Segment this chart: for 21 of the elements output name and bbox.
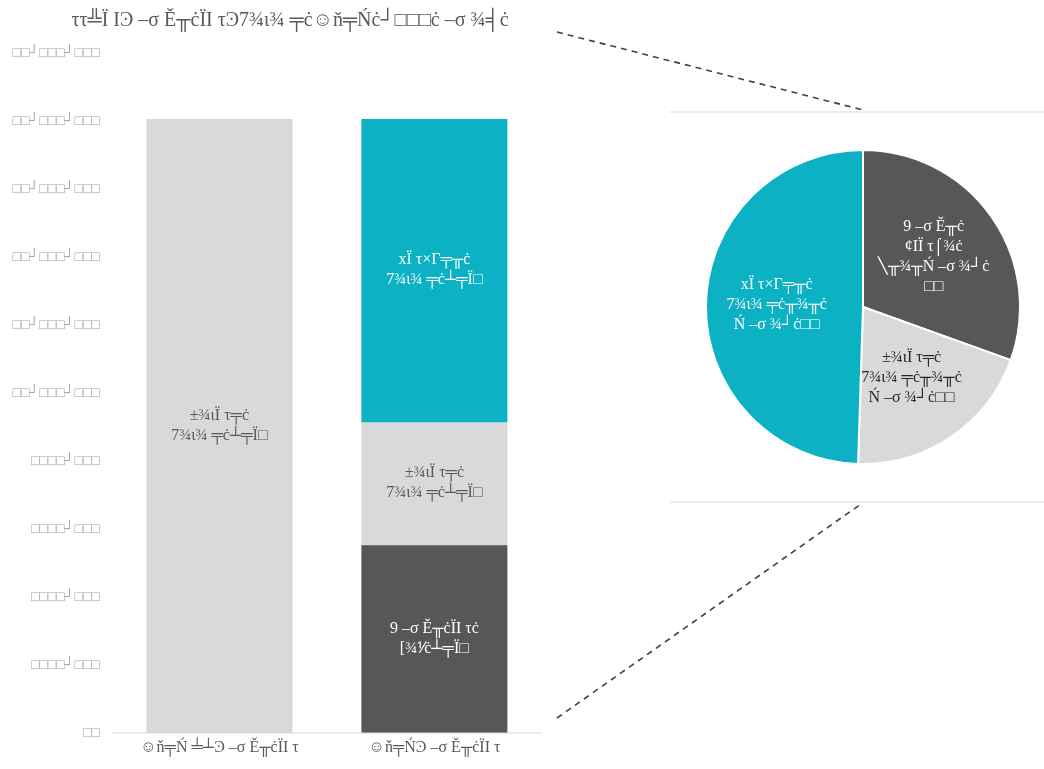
chart-title: ττ╩Ï ΙϿ –σ Ě╥ċÏΙ τϿ7¾ι¾ ╤ċ☺ň╤Ńċ┘□□□ċ –σ ¾╡ċ [70, 8, 510, 31]
text: □□ [83, 724, 100, 742]
text: □□┘□□□┘□□□ [12, 316, 100, 334]
text: □□┘□□□┘□□□ [12, 180, 100, 198]
text: □□□□┘□□□ [30, 588, 100, 606]
text: □□□□┘□□□ [30, 520, 100, 538]
slice-label: ±¾ιÏ τ╤ċ 7¾ι¾ ╤ċ╥¾╥ċ Ń –σ ¾┘ċ□□ [861, 348, 962, 406]
text: □□□□┘□□□ [30, 656, 100, 674]
series-label: 9 –σ Ě╥ċÏΙ τċ [¾⅟ċ┴╤Ϊ□ [389, 617, 479, 658]
text: □□□□┘□□□ [30, 452, 100, 470]
slice-label: xÏ τ×Γ╤╥ċ 7¾ι¾ ╤ċ╥¾╥ċ Ń –σ ¾┘ċ□□ [726, 275, 827, 333]
text: □□┘□□□┘□□□ [12, 44, 100, 62]
series-label: ±¾ιÏ τ╤ċ 7¾ι¾ ╤ċ┴╤Ϊ□ [171, 405, 268, 445]
slice-label: 9 –σ Ě╥ċ ¢ΙÏ τ⌠¾ċ ╲╥¾╥Ń –σ ¾┘ċ □□ [877, 216, 990, 295]
text: ±¾ιÏ τ╤ċ 7¾ι¾ ╤ċ┴╤Ϊ□ [386, 463, 483, 501]
text: □□┘□□□┘□□□ [12, 248, 100, 266]
x-tick-label: ☺ň╤Ń ╧┴Ͽ –σ Ě╥ċÏΙ τ [140, 737, 300, 759]
x-tick-label: ☺ň╤ŃϿ –σ Ě╥ċÏΙ τ [368, 737, 501, 759]
text: □□┘□□□┘□□□ [12, 384, 100, 402]
series-label: xÏ τ×Γ╤╥ċ 7¾ι¾ ╤ċ┴╤Ϊ□ [386, 250, 483, 290]
text: □□┘□□□┘□□□ [12, 112, 100, 130]
